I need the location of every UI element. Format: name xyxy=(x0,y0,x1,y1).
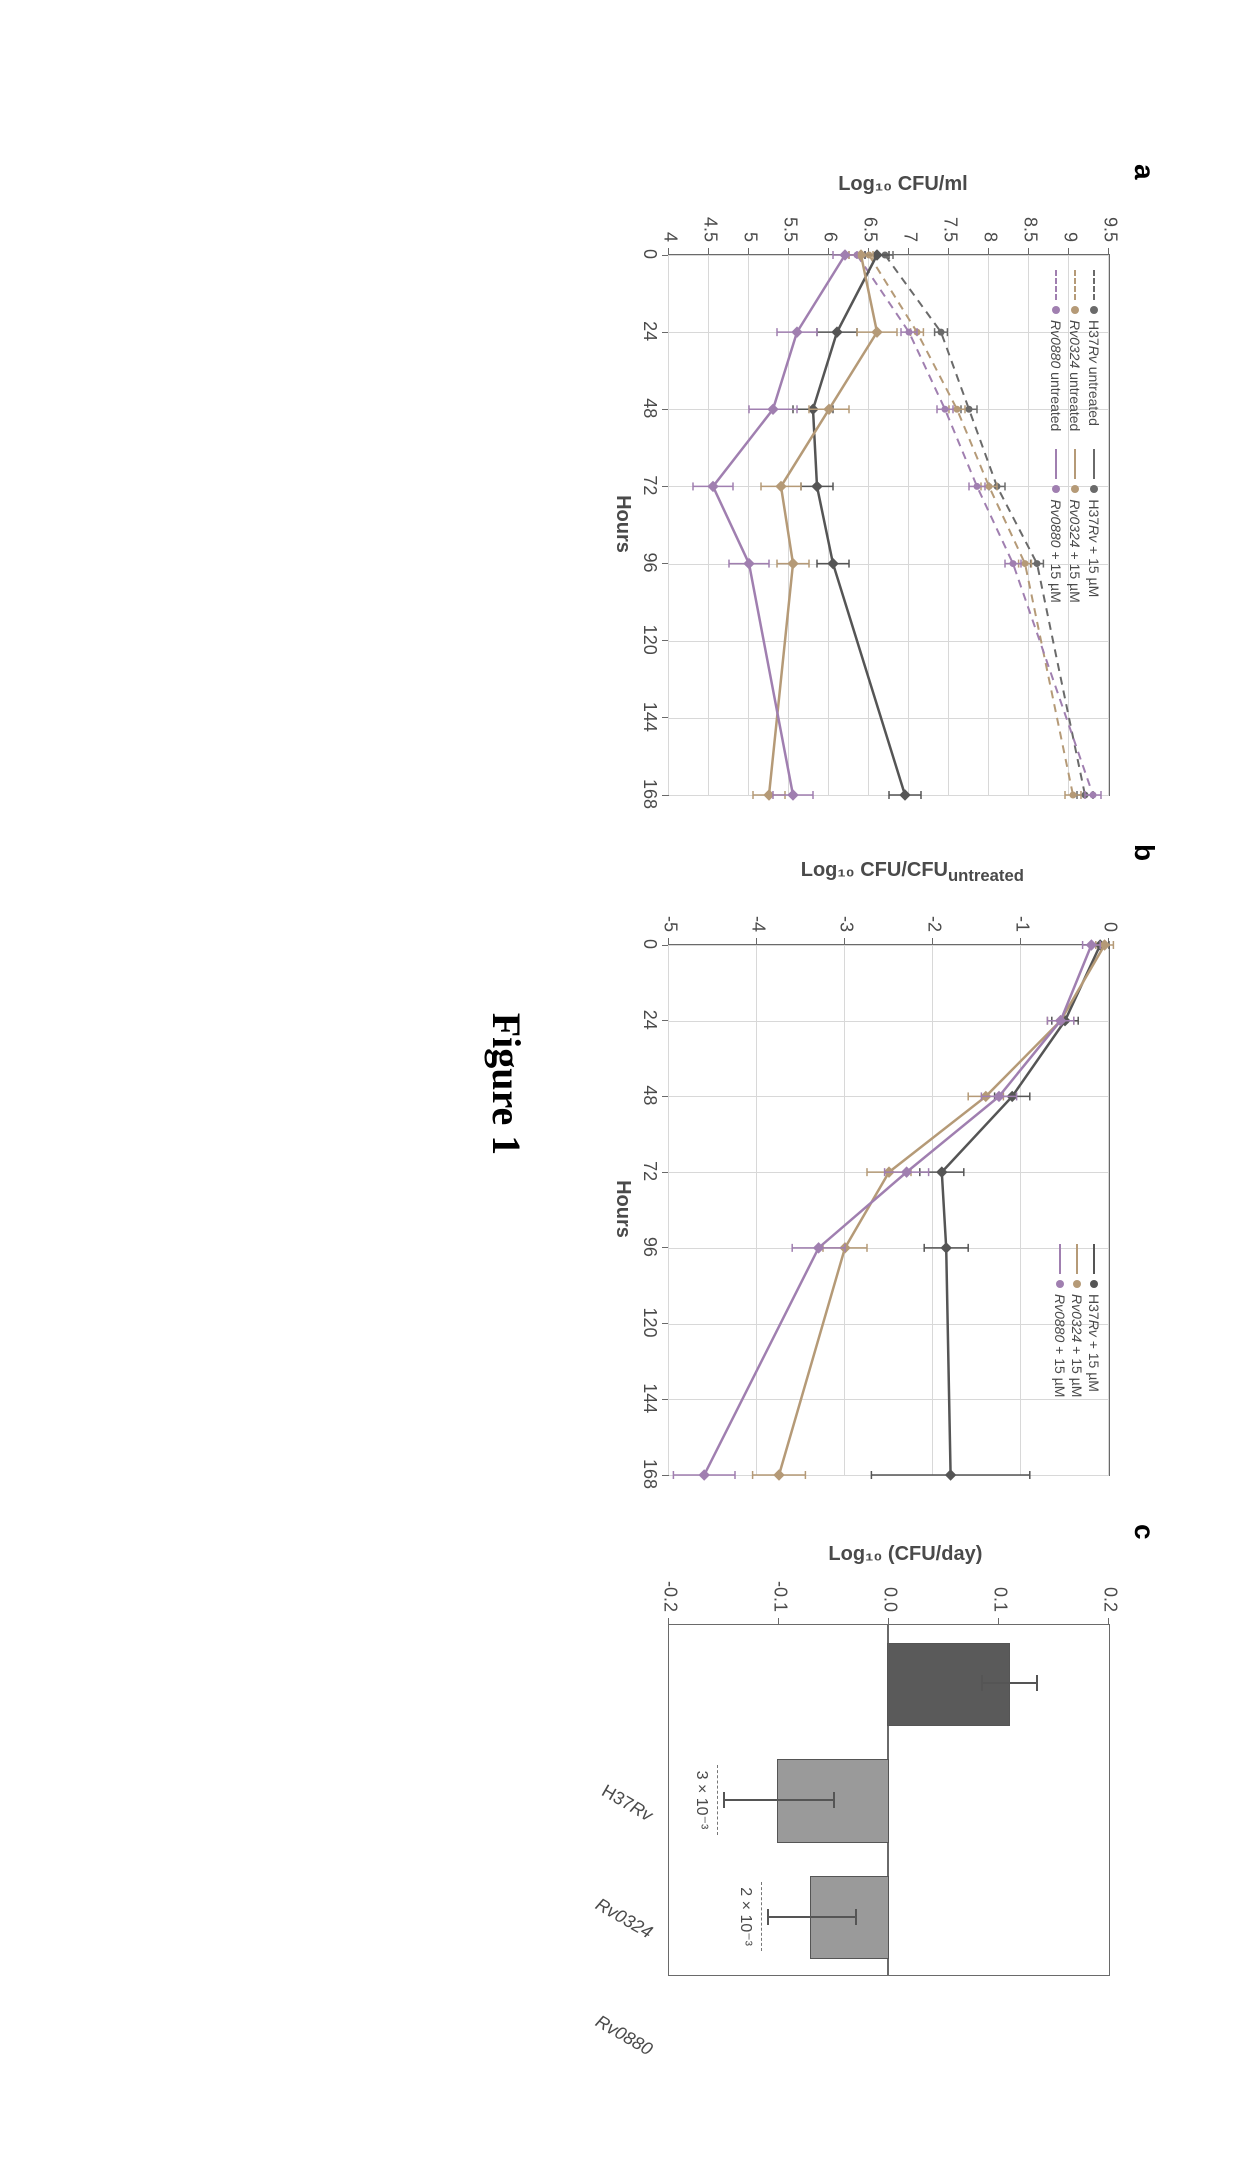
plot-area xyxy=(668,254,1110,796)
legend: H37Rv + 15 µMRv0324 + 15 µMRv0880 + 15 µ… xyxy=(1052,1244,1102,1397)
panel-b-label: b xyxy=(1128,844,1160,861)
figure-rotated: a 02448729612014416844.555.566.577.588.5… xyxy=(70,134,1170,2034)
page: a 02448729612014416844.555.566.577.588.5… xyxy=(0,0,1240,2167)
panel-c: c 3 × 10⁻³2 × 10⁻³-0.2-0.10.00.10.2Log₁₀… xyxy=(590,1534,1130,1994)
plot-area xyxy=(668,944,1110,1476)
panel-b: b 024487296120144168-5-4-3-2-10HoursLog₁… xyxy=(590,854,1130,1494)
legend: H37Rv untreatedH37Rv + 15 µMRv0324 untre… xyxy=(1048,270,1102,603)
panel-a: a 02448729612014416844.555.566.577.588.5… xyxy=(590,174,1130,814)
panel-c-label: c xyxy=(1128,1524,1160,1540)
panel-a-label: a xyxy=(1128,164,1160,180)
panels-row: a 02448729612014416844.555.566.577.588.5… xyxy=(570,134,1170,2034)
plot-area: 3 × 10⁻³2 × 10⁻³ xyxy=(668,1624,1110,1976)
figure-caption: Figure 1 xyxy=(483,134,530,2034)
